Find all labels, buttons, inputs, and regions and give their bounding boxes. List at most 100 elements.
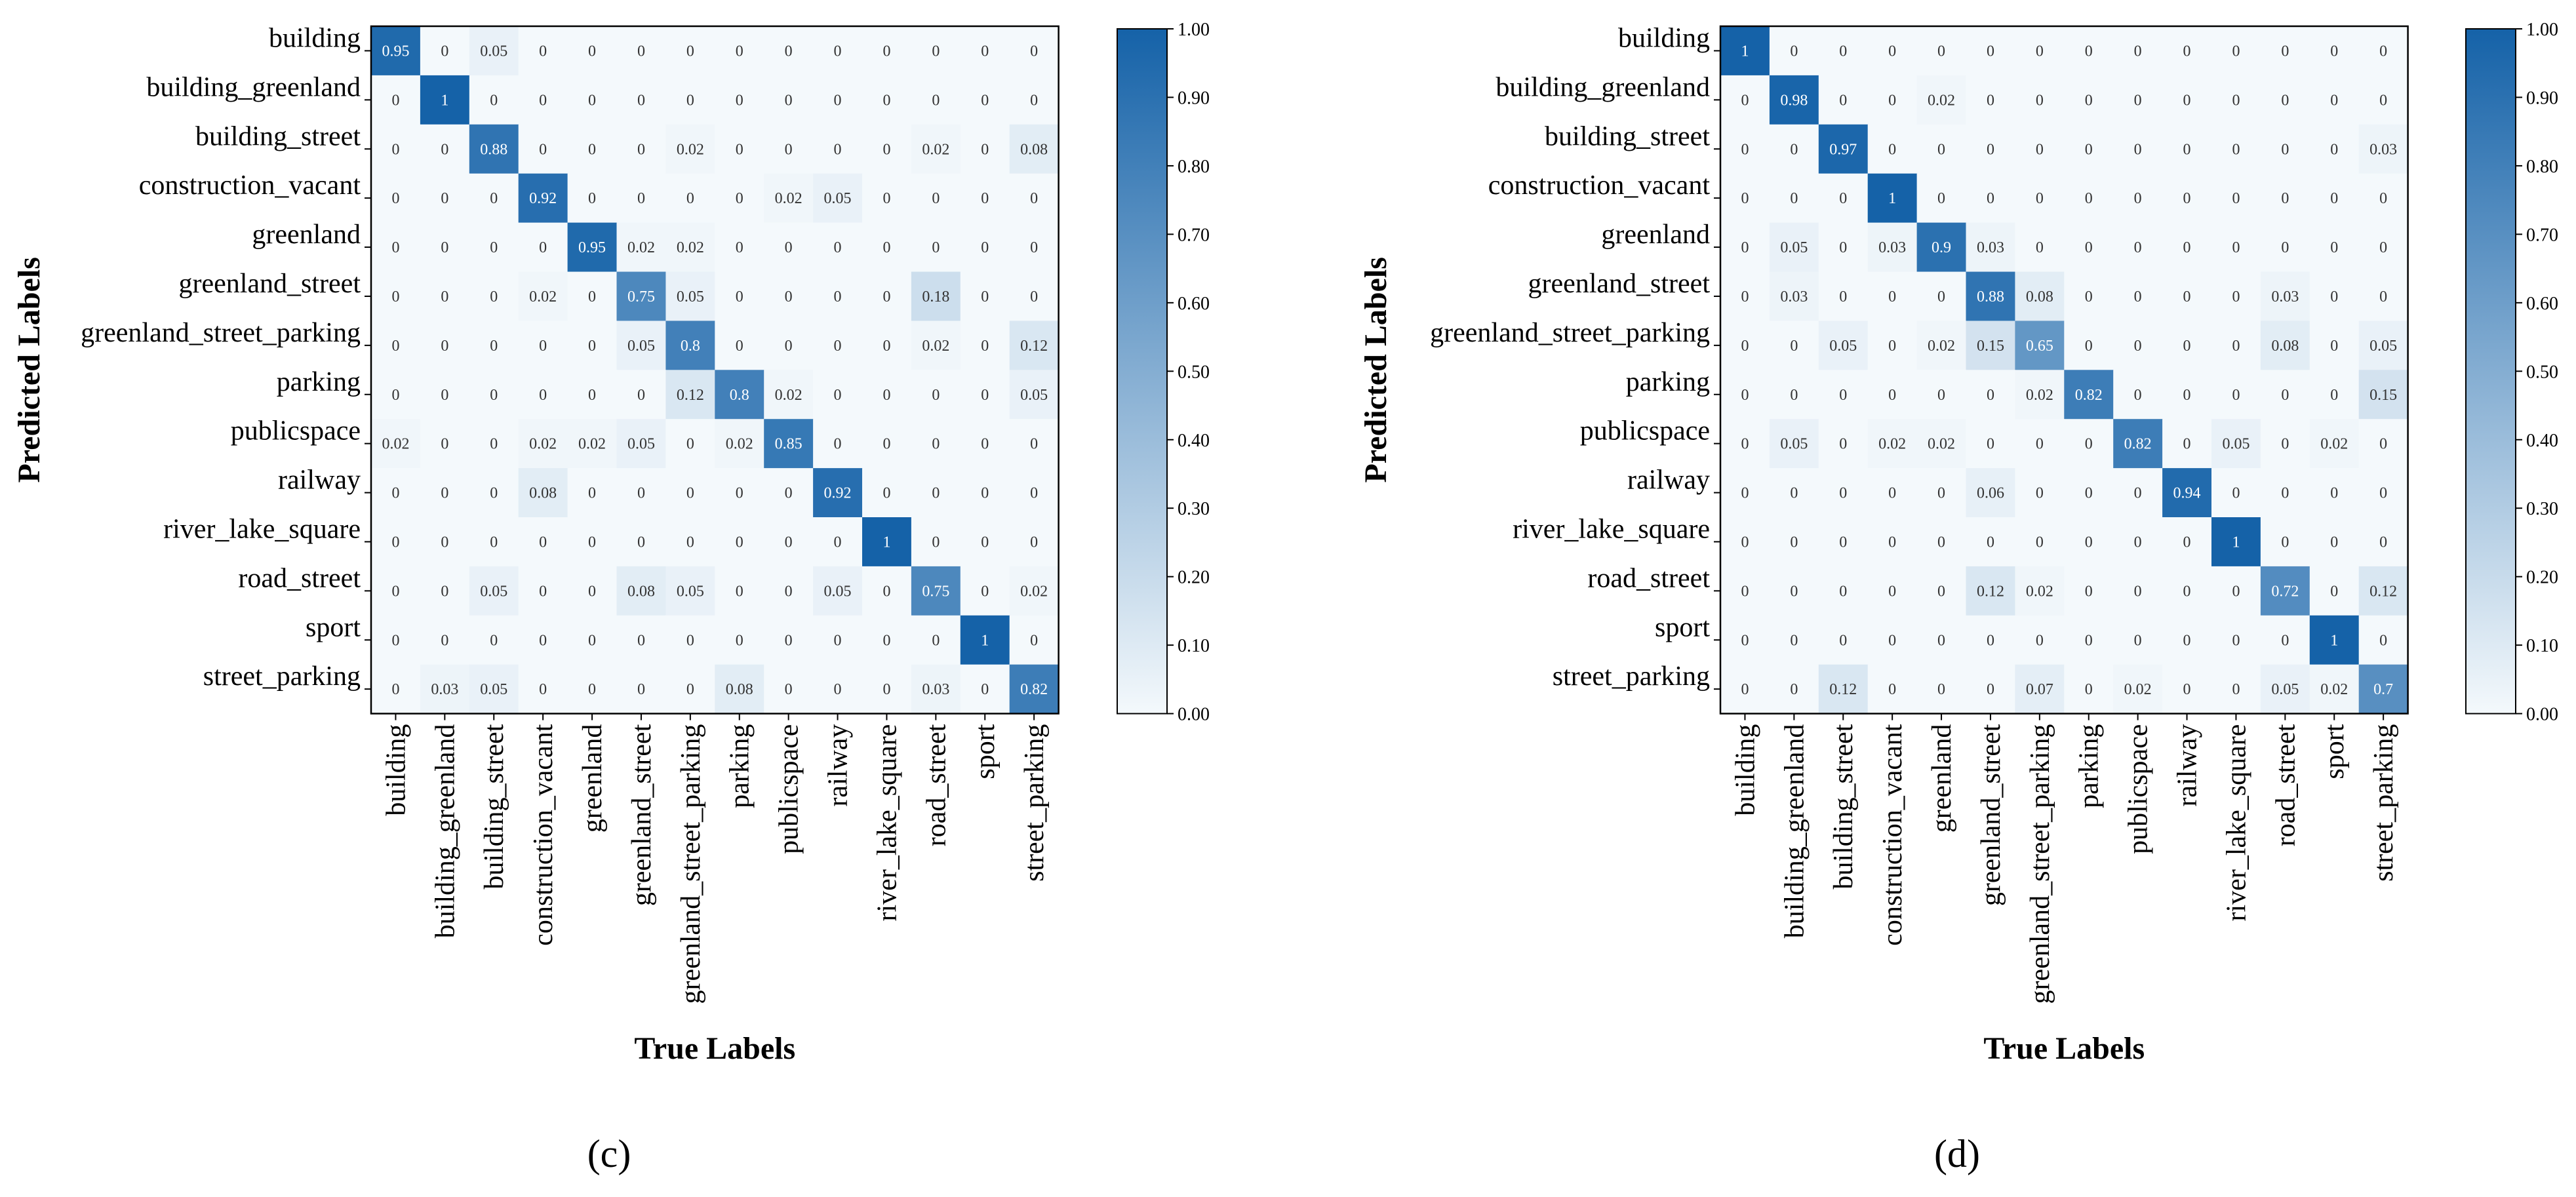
heatmap-cell bbox=[1818, 26, 1869, 76]
cell-value-label: 0 bbox=[736, 485, 743, 502]
cell-value-label: 0 bbox=[2232, 583, 2240, 600]
cell-value-label: 0 bbox=[785, 681, 793, 698]
heatmap-cell bbox=[518, 468, 568, 518]
heatmap-cell bbox=[1966, 26, 2015, 76]
cell-value-label: 0 bbox=[391, 338, 399, 355]
cell-value-label: 0 bbox=[2183, 141, 2191, 158]
cell-value-label: 0 bbox=[490, 485, 498, 502]
heatmap-cell bbox=[1769, 271, 1819, 321]
heatmap-cell bbox=[1720, 419, 1770, 469]
x-tick-label: road_street bbox=[921, 724, 951, 846]
cell-value-label: 0.05 bbox=[2369, 338, 2397, 355]
heatmap-cell bbox=[1867, 615, 1918, 665]
heatmap-cell bbox=[2015, 566, 2065, 616]
cell-value-label: 0 bbox=[785, 632, 793, 649]
heatmap-cell bbox=[2358, 615, 2409, 665]
x-tick-label: railway bbox=[823, 724, 854, 807]
heatmap-cell bbox=[764, 517, 814, 567]
cell-value-label: 0 bbox=[785, 43, 793, 60]
cell-value-label: 0.7 bbox=[2373, 681, 2393, 698]
heatmap-cell bbox=[469, 419, 519, 469]
cell-value-label: 0 bbox=[785, 534, 793, 551]
heatmap-cell bbox=[616, 419, 666, 469]
heatmap-cell bbox=[371, 124, 421, 174]
cell-value-label: 0 bbox=[2379, 288, 2387, 305]
cell-value-label: 0.82 bbox=[1020, 681, 1048, 698]
heatmap-cell bbox=[2309, 468, 2360, 518]
heatmap-cell bbox=[813, 664, 863, 715]
cell-value-label: 0 bbox=[2330, 141, 2338, 158]
heatmap-cell bbox=[2064, 370, 2114, 420]
heatmap-cell bbox=[862, 468, 912, 518]
heatmap-cell bbox=[1867, 321, 1918, 370]
cell-value-label: 0 bbox=[736, 288, 743, 305]
heatmap-cell bbox=[2211, 517, 2261, 567]
cell-value-label: 0.08 bbox=[2271, 338, 2299, 355]
heatmap-cell bbox=[911, 370, 961, 420]
heatmap-cell bbox=[1867, 222, 1918, 273]
cell-value-label: 0 bbox=[2232, 485, 2240, 502]
heatmap-cell bbox=[616, 222, 666, 273]
heatmap-cell bbox=[371, 26, 421, 76]
heatmap-cell bbox=[2211, 468, 2261, 518]
cell-value-label: 0 bbox=[1937, 485, 1945, 502]
cell-value-label: 0.02 bbox=[1928, 92, 1955, 109]
heatmap-cell bbox=[764, 75, 814, 125]
colorbar-tick-label: 0.00 bbox=[2526, 705, 2558, 725]
heatmap-cell bbox=[1867, 124, 1918, 174]
heatmap-cell bbox=[2260, 124, 2310, 174]
cell-value-label: 0.08 bbox=[627, 583, 655, 600]
cell-value-label: 0 bbox=[1839, 43, 1847, 60]
cell-value-label: 0.8 bbox=[681, 338, 700, 355]
cell-value-label: 0 bbox=[2330, 92, 2338, 109]
heatmap-cell bbox=[2162, 566, 2212, 616]
cell-value-label: 0 bbox=[2183, 190, 2191, 207]
cell-value-label: 0 bbox=[2036, 239, 2044, 256]
cell-value-label: 0 bbox=[1839, 436, 1847, 453]
cell-value-label: 0 bbox=[588, 632, 596, 649]
heatmap-cell bbox=[2015, 26, 2065, 76]
colorbar-tick-label: 0.90 bbox=[1178, 88, 1210, 108]
heatmap-cell bbox=[1966, 664, 2015, 715]
cell-value-label: 0 bbox=[882, 632, 890, 649]
cell-value-label: 0.02 bbox=[2124, 681, 2152, 698]
cell-value-label: 0 bbox=[2183, 288, 2191, 305]
cell-value-label: 0 bbox=[834, 92, 842, 109]
cell-value-label: 0 bbox=[2183, 387, 2191, 404]
cell-value-label: 0 bbox=[1937, 43, 1945, 60]
cell-value-label: 0 bbox=[882, 485, 890, 502]
cell-value-label: 0 bbox=[1937, 534, 1945, 551]
heatmap-cell bbox=[567, 566, 618, 616]
heatmap-cell bbox=[911, 321, 961, 370]
colorbar-tick-label: 0.90 bbox=[2526, 88, 2558, 108]
heatmap-cell bbox=[518, 517, 568, 567]
y-tick-label: greenland_street_parking bbox=[81, 318, 361, 348]
heatmap-cell bbox=[2162, 222, 2212, 273]
cell-value-label: 0 bbox=[686, 534, 694, 551]
heatmap-cell bbox=[1966, 75, 2015, 125]
heatmap-cell bbox=[2260, 517, 2310, 567]
cell-value-label: 0 bbox=[2183, 534, 2191, 551]
y-axis-title: Predicted Labels bbox=[12, 257, 47, 482]
cell-value-label: 0 bbox=[1741, 338, 1749, 355]
y-tick-label: parking bbox=[277, 367, 361, 397]
heatmap-cell bbox=[2113, 271, 2163, 321]
heatmap-cell bbox=[1769, 615, 1819, 665]
colorbar-tick-label: 0.30 bbox=[1178, 499, 1210, 519]
heatmap-cell bbox=[1769, 419, 1819, 469]
cell-value-label: 0 bbox=[2330, 190, 2338, 207]
cell-value-label: 0 bbox=[2281, 141, 2289, 158]
cell-value-label: 0.12 bbox=[1020, 338, 1048, 355]
cell-value-label: 0 bbox=[2183, 632, 2191, 649]
heatmap-cell bbox=[665, 468, 715, 518]
heatmap-cell bbox=[2260, 664, 2310, 715]
cell-value-label: 0 bbox=[1741, 583, 1749, 600]
heatmap-cell bbox=[2113, 321, 2163, 370]
heatmap-cell bbox=[1916, 222, 1967, 273]
cell-value-label: 0 bbox=[2134, 92, 2142, 109]
heatmap-cell bbox=[1867, 468, 1918, 518]
heatmap-cell bbox=[2113, 468, 2163, 518]
heatmap-cell bbox=[1867, 517, 1918, 567]
cell-value-label: 0 bbox=[834, 387, 842, 404]
cell-value-label: 0 bbox=[490, 92, 498, 109]
